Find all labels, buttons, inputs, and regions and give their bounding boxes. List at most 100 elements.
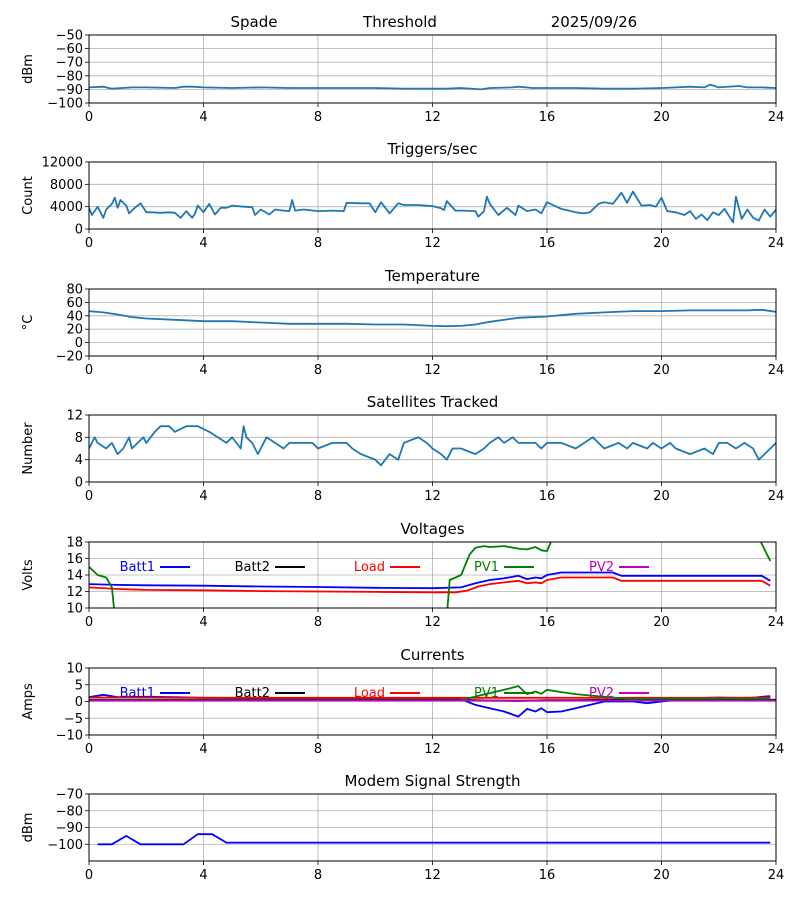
legend-label-pv1: PV1 xyxy=(474,686,499,701)
x-tick-label: 8 xyxy=(314,363,322,378)
x-tick-label: 12 xyxy=(424,742,441,757)
series-line-threshold xyxy=(89,83,776,91)
x-tick-label: 12 xyxy=(424,236,441,251)
x-tick-label: 16 xyxy=(539,742,556,757)
x-tick-label: 0 xyxy=(85,110,93,125)
x-tick-label: 16 xyxy=(539,615,556,630)
y-tick-label: −50 xyxy=(56,29,83,44)
y-tick-label: 10 xyxy=(66,602,83,617)
axes-frame xyxy=(88,667,777,736)
x-tick-label: 20 xyxy=(653,868,670,883)
y-tick-label: −100 xyxy=(47,97,83,112)
y-tick-label: 0 xyxy=(75,336,83,351)
x-tick-label: 0 xyxy=(85,489,93,504)
y-axis-label: Count xyxy=(21,176,36,215)
series-line-load xyxy=(89,576,771,594)
y-tick-label: 80 xyxy=(66,283,83,298)
y-tick-label: −70 xyxy=(56,788,83,803)
x-tick-label: 20 xyxy=(653,110,670,125)
x-tick-label: 4 xyxy=(199,489,207,504)
y-tick-label: 0 xyxy=(75,695,83,710)
x-tick-label: 0 xyxy=(85,236,93,251)
panel-triggers-sec: 0 4 8 12 16 20 24 0 4000 8000 12000 Triggers/sec Cou… xyxy=(21,140,784,251)
x-tick-label: 0 xyxy=(85,868,93,883)
y-tick-label: −10 xyxy=(56,729,83,744)
panel-title: Triggers/sec xyxy=(387,140,478,158)
series-line-triggers xyxy=(89,190,776,224)
y-tick-label: 20 xyxy=(66,323,83,338)
y-tick-label: 0 xyxy=(75,476,83,491)
y-tick-label: −60 xyxy=(56,42,83,57)
axes-frame xyxy=(88,793,777,862)
x-tick-label: 0 xyxy=(85,742,93,757)
x-tick-label: 20 xyxy=(653,363,670,378)
header-station: Spade xyxy=(231,13,278,31)
panel-threshold: 0 4 8 12 16 20 24 −100−90−80−70−60−50 dBm xyxy=(21,29,784,126)
x-tick-label: 0 xyxy=(85,363,93,378)
panel-title: Satellites Tracked xyxy=(367,393,498,411)
axes-frame xyxy=(88,541,777,609)
header-date: 2025/09/26 xyxy=(551,13,637,31)
y-tick-label: 4 xyxy=(75,453,83,468)
x-tick-label: 0 xyxy=(85,615,93,630)
y-tick-label: −20 xyxy=(56,350,83,365)
legend-label-pv2: PV2 xyxy=(589,686,614,701)
x-tick-label: 4 xyxy=(199,363,207,378)
y-tick-label: 18 xyxy=(66,536,83,551)
x-tick-label: 20 xyxy=(653,615,670,630)
legend-label-batt1: Batt1 xyxy=(120,560,155,575)
y-tick-label: 16 xyxy=(66,552,83,567)
y-axis-label: Amps xyxy=(21,683,36,720)
series-line-pv1 xyxy=(89,685,771,702)
y-tick-label: 10 xyxy=(66,662,83,677)
y-axis-label: dBm xyxy=(21,54,36,84)
x-tick-label: 8 xyxy=(314,615,322,630)
x-tick-label: 12 xyxy=(424,489,441,504)
header-mode: Threshold xyxy=(362,13,437,31)
legend-label-batt2: Batt2 xyxy=(235,560,270,575)
y-axis-label: dBm xyxy=(21,813,36,843)
x-tick-label: 24 xyxy=(768,868,785,883)
y-tick-label: −80 xyxy=(56,804,83,819)
x-tick-label: 4 xyxy=(199,110,207,125)
y-axis-label: Volts xyxy=(21,559,36,591)
x-tick-label: 16 xyxy=(539,363,556,378)
x-tick-label: 20 xyxy=(653,236,670,251)
x-tick-label: 20 xyxy=(653,489,670,504)
series-line-pv1 xyxy=(89,542,772,608)
x-tick-label: 12 xyxy=(424,363,441,378)
x-tick-label: 4 xyxy=(199,868,207,883)
panel-modem-signal-strength: 0 4 8 12 16 20 24 −100 −90 −80−70 Modem Signal Str… xyxy=(21,772,784,883)
x-tick-label: 24 xyxy=(768,363,785,378)
x-tick-label: 24 xyxy=(768,489,785,504)
y-tick-label: −100 xyxy=(47,838,83,853)
legend-label-load: Load xyxy=(354,686,385,701)
x-tick-label: 16 xyxy=(539,236,556,251)
x-tick-label: 8 xyxy=(314,236,322,251)
y-tick-label: 12 xyxy=(66,585,83,600)
y-tick-label: −90 xyxy=(56,821,83,836)
legend-label-load: Load xyxy=(354,560,385,575)
y-tick-label: 12000 xyxy=(42,156,83,171)
panel-title: Voltages xyxy=(400,520,464,538)
x-tick-label: 16 xyxy=(539,489,556,504)
axes-frame xyxy=(88,34,777,104)
legend-label-batt2: Batt2 xyxy=(235,686,270,701)
x-tick-label: 24 xyxy=(768,615,785,630)
x-tick-label: 4 xyxy=(199,236,207,251)
y-axis-label: Number xyxy=(21,422,36,475)
series-line-satellites xyxy=(89,425,776,467)
x-tick-label: 8 xyxy=(314,742,322,757)
panel-title: Temperature xyxy=(384,267,480,285)
x-tick-label: 24 xyxy=(768,110,785,125)
x-tick-label: 12 xyxy=(424,615,441,630)
axes-frame xyxy=(88,161,777,230)
y-tick-label: 60 xyxy=(66,296,83,311)
series-line-modem xyxy=(97,833,771,846)
y-axis-label: °C xyxy=(21,315,36,331)
x-tick-label: 8 xyxy=(314,110,322,125)
